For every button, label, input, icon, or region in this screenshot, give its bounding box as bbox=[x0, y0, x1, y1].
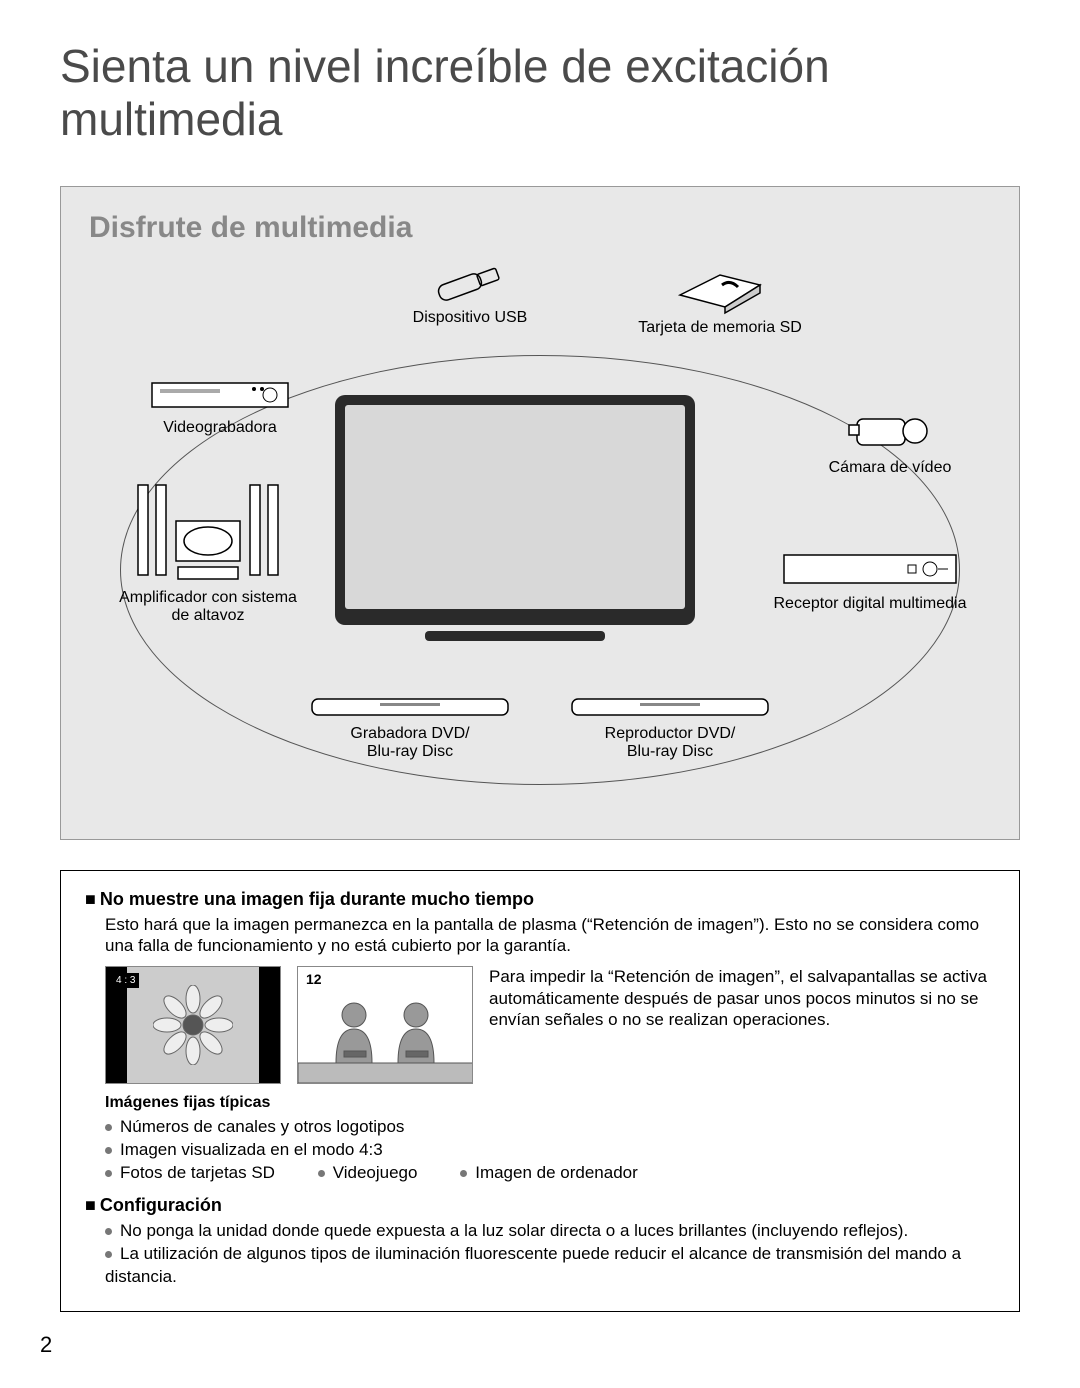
dvd-recorder-icon bbox=[310, 695, 510, 721]
vcr-label: Videograbadora bbox=[163, 419, 277, 436]
device-player: Reproductor DVD/ Blu-ray Disc bbox=[560, 695, 780, 761]
page-title: Sienta un nivel increíble de excitación … bbox=[60, 40, 1020, 146]
device-recorder: Grabadora DVD/ Blu-ray Disc bbox=[300, 695, 520, 761]
vcr-icon bbox=[150, 375, 290, 415]
device-sd: Tarjeta de memoria SD bbox=[620, 265, 820, 337]
dvd-player-icon bbox=[570, 695, 770, 721]
info-box: ■No muestre una imagen fija durante much… bbox=[60, 870, 1020, 1312]
screensaver-text: Para impedir la “Retención de imagen”, e… bbox=[489, 966, 995, 1084]
device-amplifier: Amplificador con sistema de altavoz bbox=[108, 475, 308, 625]
device-diagram: Dispositivo USB Tarjeta de memoria SD bbox=[90, 265, 990, 805]
device-vcr: Videograbadora bbox=[140, 375, 300, 437]
config-heading: ■Configuración bbox=[85, 1195, 995, 1216]
settop-label: Receptor digital multimedia bbox=[774, 595, 967, 612]
thumb-43: 4 : 3 bbox=[105, 966, 281, 1084]
flower-icon bbox=[153, 985, 233, 1065]
bullet-videogame: Videojuego bbox=[318, 1162, 418, 1185]
player-label: Reproductor DVD/ Blu-ray Disc bbox=[605, 725, 736, 760]
device-settop: Receptor digital multimedia bbox=[770, 545, 970, 613]
sd-card-icon bbox=[670, 265, 770, 315]
amp-label: Amplificador con sistema de altavoz bbox=[119, 589, 297, 624]
bullet-sd: Fotos de tarjetas SD bbox=[105, 1162, 275, 1185]
people-icon bbox=[298, 993, 473, 1083]
channel-number: 12 bbox=[306, 971, 322, 987]
speaker-system-icon bbox=[128, 475, 288, 585]
camcorder-icon bbox=[845, 405, 935, 455]
device-usb: Dispositivo USB bbox=[390, 265, 550, 327]
bullet-43: Imagen visualizada en el modo 4:3 bbox=[105, 1139, 995, 1162]
page-number: 2 bbox=[40, 1332, 52, 1358]
device-camera: Cámara de vídeo bbox=[810, 405, 970, 477]
aspect-badge: 4 : 3 bbox=[112, 973, 139, 988]
fixed-images-subhead: Imágenes fijas típicas bbox=[105, 1094, 995, 1112]
usb-label: Dispositivo USB bbox=[413, 309, 528, 326]
settop-icon bbox=[780, 545, 960, 591]
camera-label: Cámara de vídeo bbox=[829, 459, 952, 476]
usb-icon bbox=[432, 265, 508, 305]
config-bullet-1: No ponga la unidad donde quede expuesta … bbox=[105, 1220, 995, 1243]
tv-icon bbox=[335, 395, 695, 655]
bullet-computer: Imagen de ordenador bbox=[460, 1162, 638, 1185]
panel-title: Disfrute de multimedia bbox=[89, 211, 991, 245]
thumb-people: 12 bbox=[297, 966, 473, 1084]
config-bullet-2: La utilización de algunos tipos de ilumi… bbox=[105, 1243, 995, 1289]
recorder-label: Grabadora DVD/ Blu-ray Disc bbox=[350, 725, 469, 760]
fixed-image-heading: ■No muestre una imagen fija durante much… bbox=[85, 889, 995, 910]
fixed-image-paragraph: Esto hará que la imagen permanezca en la… bbox=[105, 914, 995, 957]
bullet-channels: Números de canales y otros logotipos bbox=[105, 1116, 995, 1139]
multimedia-panel: Disfrute de multimedia Dispositivo USB bbox=[60, 186, 1020, 840]
sd-label: Tarjeta de memoria SD bbox=[638, 319, 802, 336]
